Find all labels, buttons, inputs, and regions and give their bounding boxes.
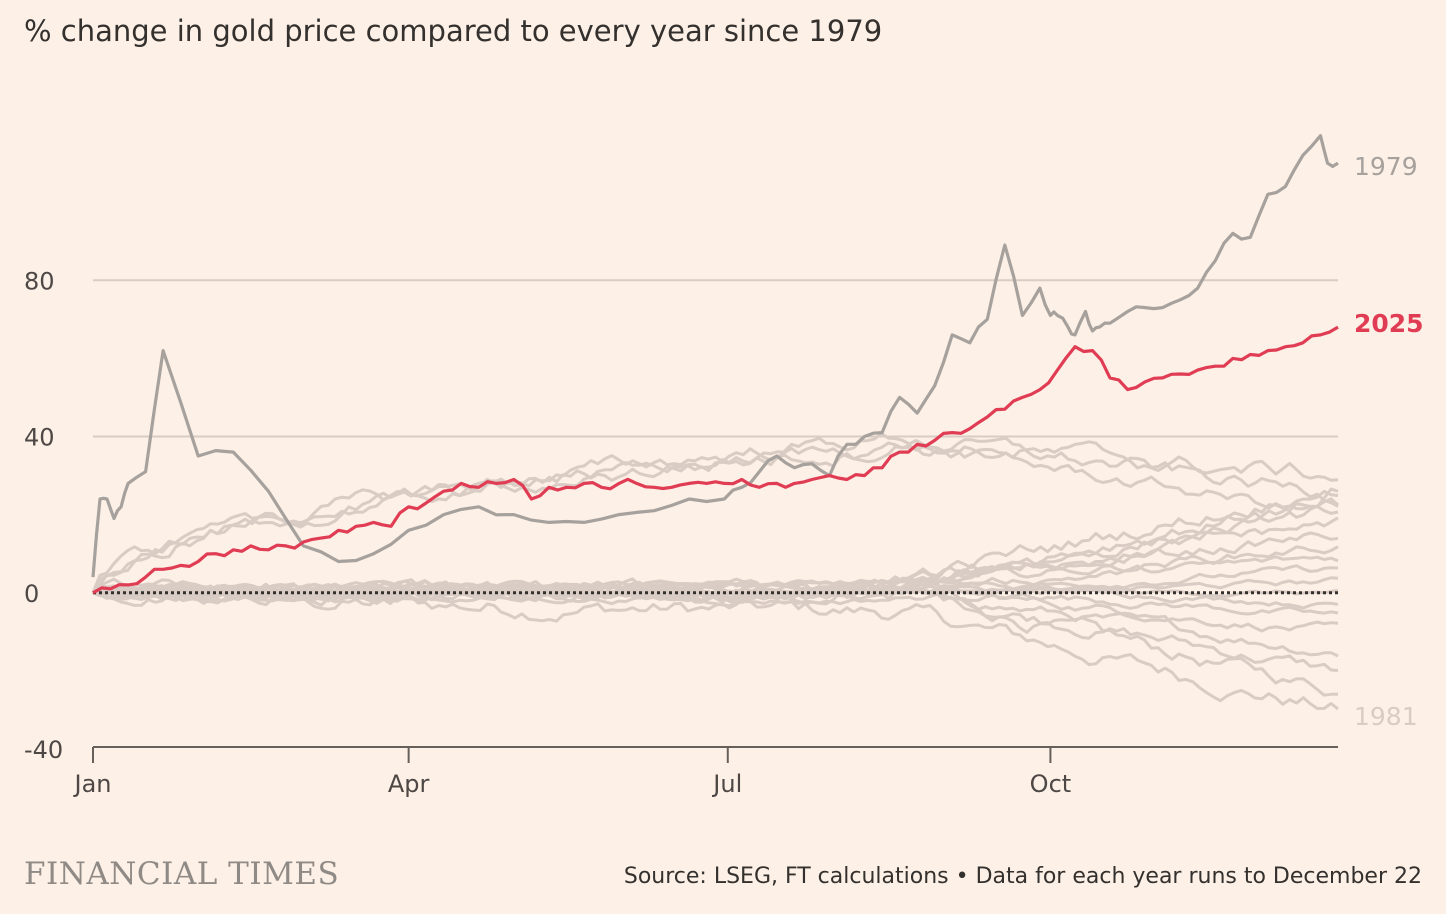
source-note: Source: LSEG, FT calculations • Data for…: [623, 864, 1422, 889]
x-axis: [92, 746, 1338, 763]
series-line-other-year-16: [91, 487, 1339, 606]
series-line-other-year-19: [91, 441, 1339, 594]
x-tick-label-oct: Oct: [1030, 770, 1072, 798]
y-tick-label--40: -40: [24, 736, 63, 764]
other-years-series: [91, 432, 1339, 711]
gridlines: [93, 279, 1338, 438]
y-tick-label-80: 80: [24, 267, 55, 295]
series-label-1979: 1979: [1354, 152, 1418, 181]
y-tick-label-0: 0: [24, 580, 39, 608]
x-tick-label-jul: Jul: [711, 770, 742, 798]
x-tick-label-jan: Jan: [73, 770, 112, 798]
x-tick-label-apr: Apr: [388, 770, 430, 798]
series-line-2025: [92, 325, 1339, 595]
y-tick-label-40: 40: [24, 424, 55, 452]
series-line-other-year-15: [92, 489, 1339, 602]
ft-brand-logo: FINANCIAL TIMES: [24, 856, 340, 892]
y-axis-labels: 80 40 0 -40: [24, 267, 63, 764]
series-label-1981: 1981: [1354, 702, 1418, 731]
series-line-other-year-17: [91, 440, 1339, 594]
chart-title: % change in gold price compared to every…: [24, 14, 883, 48]
series-end-labels: 1979 2025 1981: [1354, 152, 1424, 731]
highlighted-series: [91, 134, 1339, 595]
series-line-other-year-18: [91, 432, 1339, 594]
series-line-1979: [91, 134, 1339, 578]
x-axis-labels: Jan Apr Jul Oct: [73, 770, 1072, 798]
series-label-2025: 2025: [1354, 309, 1424, 338]
